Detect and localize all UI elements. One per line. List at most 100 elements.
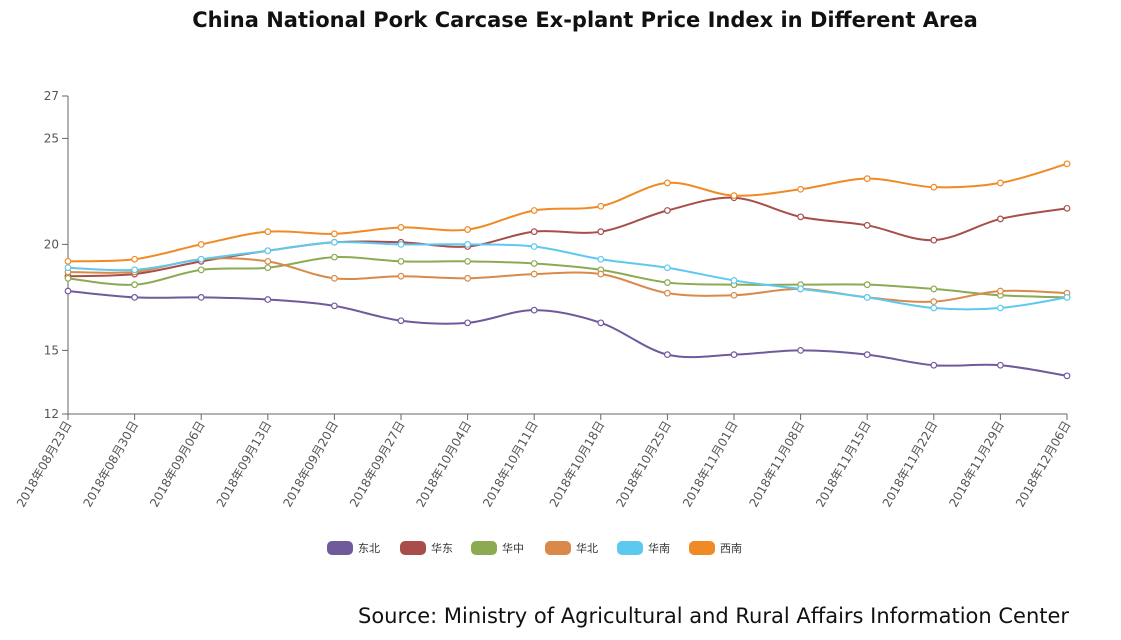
data-point[interactable] xyxy=(530,270,538,278)
data-point[interactable] xyxy=(930,183,938,191)
data-point[interactable] xyxy=(530,306,538,314)
data-point[interactable] xyxy=(397,272,405,280)
legend-swatch xyxy=(545,541,571,555)
data-point[interactable] xyxy=(930,304,938,312)
data-point[interactable] xyxy=(664,289,671,297)
data-point[interactable] xyxy=(331,230,338,238)
data-point[interactable] xyxy=(197,266,205,274)
x-axis: 2018年08月23日 2018年08月30日 2018年09月06日 2018年09… xyxy=(14,413,1074,510)
legend-item[interactable]: 华北 xyxy=(545,541,598,555)
legend-item[interactable]: 华中 xyxy=(471,541,524,555)
x-tick-label: 2018年11月22日 xyxy=(880,419,941,510)
data-point[interactable] xyxy=(264,264,272,272)
data-point[interactable] xyxy=(1063,160,1071,168)
data-point[interactable] xyxy=(797,213,804,221)
data-point[interactable] xyxy=(64,287,72,295)
x-tick-label: 2018年09月06日 xyxy=(147,419,208,510)
data-point[interactable] xyxy=(730,351,738,359)
data-point[interactable] xyxy=(464,240,472,248)
data-point[interactable] xyxy=(197,255,205,263)
data-point[interactable] xyxy=(331,302,338,310)
data-point[interactable] xyxy=(331,238,338,246)
data-point[interactable] xyxy=(131,294,139,301)
legend-item[interactable]: 东北 xyxy=(327,541,380,555)
x-tick-label: 2018年11月29日 xyxy=(946,419,1007,510)
data-point[interactable] xyxy=(64,264,72,272)
data-point[interactable] xyxy=(264,247,272,255)
x-tick-label: 2018年11月15日 xyxy=(813,419,874,510)
data-point[interactable] xyxy=(397,240,405,248)
data-point[interactable] xyxy=(131,255,139,263)
data-point[interactable] xyxy=(1063,204,1071,212)
data-point[interactable] xyxy=(797,285,804,293)
data-point[interactable] xyxy=(997,304,1004,312)
data-point[interactable] xyxy=(664,279,671,286)
data-point[interactable] xyxy=(930,285,938,293)
data-point[interactable] xyxy=(664,264,671,272)
data-point[interactable] xyxy=(331,274,338,282)
legend-item[interactable]: 华南 xyxy=(617,541,670,555)
data-point[interactable] xyxy=(730,192,738,200)
data-point[interactable] xyxy=(797,347,804,354)
data-point[interactable] xyxy=(530,207,538,214)
x-tick-label: 2018年09月20日 xyxy=(280,419,341,510)
series-0 xyxy=(64,287,1071,380)
data-point[interactable] xyxy=(664,179,671,187)
legend-swatch xyxy=(617,541,643,555)
data-point[interactable] xyxy=(197,240,205,248)
data-point[interactable] xyxy=(597,228,605,236)
legend: 东北 华东 华中 华北 华南 西南 xyxy=(327,541,742,555)
legend-swatch xyxy=(471,541,497,555)
data-point[interactable] xyxy=(997,215,1004,223)
data-point[interactable] xyxy=(997,361,1004,369)
data-point[interactable] xyxy=(997,287,1004,295)
data-point[interactable] xyxy=(530,243,538,250)
data-point[interactable] xyxy=(197,294,205,301)
data-point[interactable] xyxy=(131,266,139,274)
data-point[interactable] xyxy=(464,257,472,265)
data-point[interactable] xyxy=(1063,294,1071,301)
data-point[interactable] xyxy=(664,207,671,214)
data-point[interactable] xyxy=(863,175,871,183)
data-point[interactable] xyxy=(863,281,871,289)
data-point[interactable] xyxy=(264,296,272,303)
data-point[interactable] xyxy=(597,270,605,278)
chart-title: China National Pork Carcase Ex-plant Pri… xyxy=(192,8,978,32)
data-point[interactable] xyxy=(530,228,538,236)
data-point[interactable] xyxy=(331,253,338,261)
legend-label: 华东 xyxy=(431,541,453,555)
data-point[interactable] xyxy=(464,319,472,327)
data-point[interactable] xyxy=(797,185,804,193)
data-point[interactable] xyxy=(397,317,405,325)
data-point[interactable] xyxy=(64,274,72,282)
data-point[interactable] xyxy=(264,228,272,236)
data-point[interactable] xyxy=(597,202,605,210)
data-point[interactable] xyxy=(930,236,938,244)
series-line xyxy=(67,255,1068,299)
data-point[interactable] xyxy=(530,260,538,267)
legend-item[interactable]: 西南 xyxy=(689,541,742,555)
data-point[interactable] xyxy=(464,226,472,233)
data-point[interactable] xyxy=(464,274,472,282)
data-point[interactable] xyxy=(131,281,139,289)
data-point[interactable] xyxy=(397,257,405,265)
data-point[interactable] xyxy=(597,255,605,263)
data-point[interactable] xyxy=(664,351,671,359)
data-point[interactable] xyxy=(397,224,405,231)
data-point[interactable] xyxy=(930,361,938,369)
data-point[interactable] xyxy=(863,221,871,229)
legend-label: 东北 xyxy=(358,542,380,555)
data-point[interactable] xyxy=(730,277,738,284)
data-point[interactable] xyxy=(997,179,1004,187)
data-point[interactable] xyxy=(730,291,738,299)
series-line xyxy=(67,162,1068,263)
data-point[interactable] xyxy=(930,298,938,306)
data-point[interactable] xyxy=(64,257,72,265)
data-point[interactable] xyxy=(597,319,605,327)
data-point[interactable] xyxy=(264,257,272,265)
legend-item[interactable]: 华东 xyxy=(400,541,453,555)
data-point[interactable] xyxy=(863,294,871,301)
legend-label: 华中 xyxy=(502,541,524,555)
data-point[interactable] xyxy=(1063,372,1071,380)
data-point[interactable] xyxy=(863,351,871,359)
